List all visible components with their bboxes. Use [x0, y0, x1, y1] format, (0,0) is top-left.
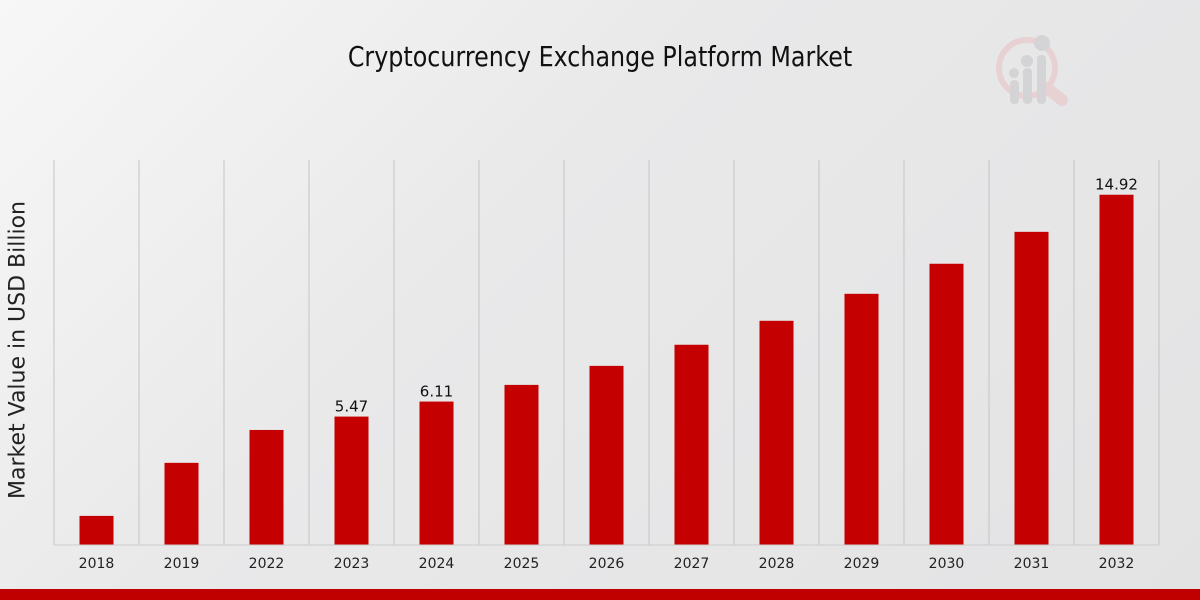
data-label: 5.47 [335, 398, 368, 416]
bar-2032 [1099, 194, 1134, 545]
bar-2024 [419, 401, 454, 545]
bar-2030 [929, 263, 964, 545]
x-tick-label: 2031 [1014, 556, 1050, 572]
bar-2027 [674, 344, 709, 545]
x-tick-label: 2032 [1099, 556, 1135, 572]
x-tick-label: 2026 [589, 556, 625, 572]
x-tick-label: 2027 [674, 556, 710, 572]
data-label: 6.11 [420, 383, 453, 401]
x-tick-label: 2024 [419, 556, 455, 572]
bar-2018 [79, 515, 114, 545]
bar-2025 [504, 384, 539, 545]
logo-icon [996, 35, 1068, 106]
bar-2028 [759, 320, 794, 545]
data-label: 14.92 [1095, 176, 1138, 194]
x-tick-label: 2022 [249, 556, 285, 572]
bar-2019 [164, 462, 199, 545]
bar-2029 [844, 293, 879, 545]
x-tick-label: 2029 [844, 556, 880, 572]
bar-2026 [589, 365, 624, 545]
x-tick-label: 2019 [164, 556, 200, 572]
bar-2022 [249, 429, 284, 545]
chart-title: Cryptocurrency Exchange Platform Market [347, 40, 853, 73]
x-tick-label: 2030 [929, 556, 965, 572]
x-tick-label: 2028 [759, 556, 795, 572]
footer-bar [0, 589, 1200, 600]
x-tick-label: 2025 [504, 556, 540, 572]
bar-2031 [1014, 231, 1049, 545]
bar-2023 [334, 416, 369, 545]
x-tick-label: 2023 [334, 556, 370, 572]
x-tick-label: 2018 [79, 556, 115, 572]
